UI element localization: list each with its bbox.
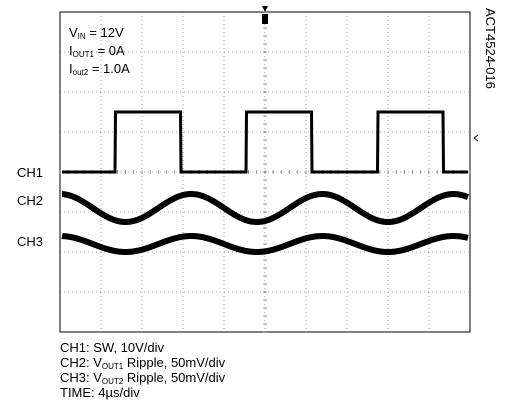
caption-ch1: CH1: SW, 10V/div: [60, 340, 165, 355]
caption-ch2: CH2: VOUT1 Ripple, 50mV/div: [60, 355, 226, 371]
trigger-marker: [262, 6, 479, 142]
trigger-position: [262, 14, 268, 24]
figure-id: ACT4524-016: [483, 8, 498, 89]
trace-ch3: [61, 233, 469, 255]
level-arrow: [473, 134, 479, 142]
vin-condition: VIN = 12V: [69, 25, 124, 41]
ch3-label: CH3: [17, 234, 44, 249]
caption-time: TIME: 4µs/div: [60, 385, 140, 400]
ch1-label: CH1: [17, 165, 44, 180]
trace-ch2: [62, 191, 470, 225]
trigger-arrow: [262, 6, 268, 12]
iout1-condition: IOUT1 = 0A: [69, 43, 125, 59]
ch2-label: CH2: [17, 193, 44, 208]
caption-ch3: CH3: VOUT2 Ripple, 50mV/div: [60, 370, 226, 386]
iout2-condition: Iout2 = 1.0A: [69, 61, 130, 77]
trace-ch1: [62, 110, 468, 174]
traces: [61, 110, 470, 255]
